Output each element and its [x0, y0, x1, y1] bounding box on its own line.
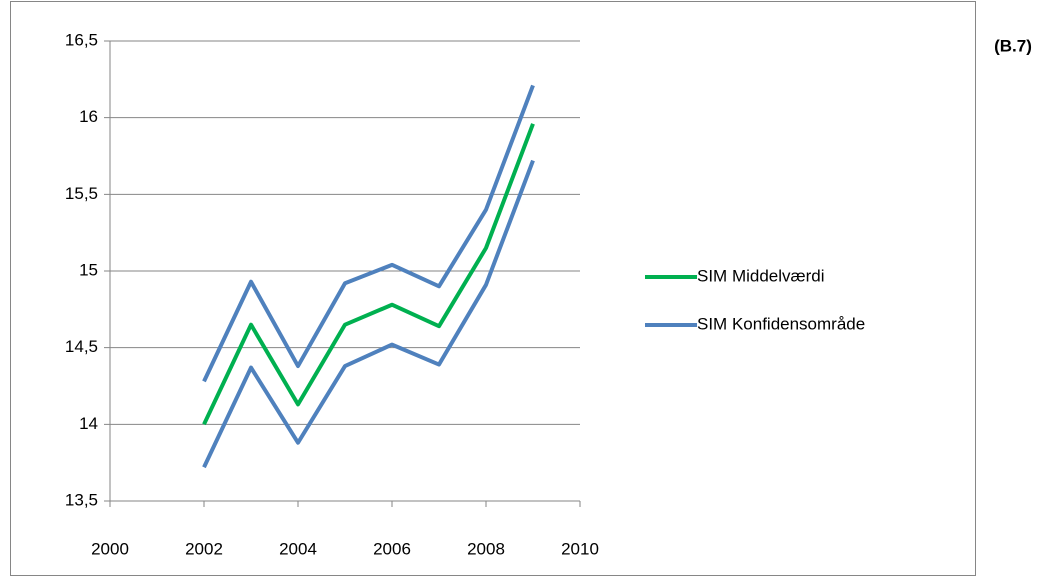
y-tick-label: 16: [79, 107, 98, 126]
x-tick-label: 2004: [279, 539, 317, 558]
x-tick-label: 2006: [373, 539, 411, 558]
x-tick-label: 2002: [185, 539, 223, 558]
x-tick-label: 2008: [467, 539, 505, 558]
x-tick-label: 2010: [561, 539, 599, 558]
y-tick-label: 15: [79, 260, 98, 279]
data-line: [202, 84, 535, 383]
legend-label: SIM Middelværdi: [697, 266, 825, 285]
y-tick-label: 14: [79, 414, 98, 433]
y-tick-label: 15,5: [65, 184, 98, 203]
data-line: [202, 123, 535, 426]
chart-frame: [10, 1, 976, 576]
data-line: [202, 159, 535, 469]
y-tick-label: 16,5: [65, 30, 98, 49]
annotation: (B.7): [994, 36, 1032, 55]
y-tick-label: 14,5: [65, 337, 98, 356]
y-tick-label: 13,5: [65, 490, 98, 509]
x-tick-label: 2000: [91, 539, 129, 558]
legend-label: SIM Konfidensområde: [697, 314, 865, 333]
